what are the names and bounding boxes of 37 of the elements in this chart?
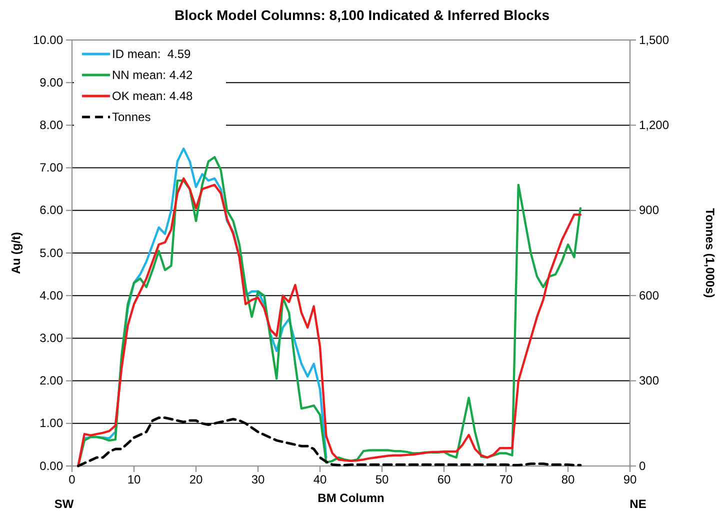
legend-label: OK mean: 4.48 <box>112 89 194 103</box>
y2-axis-title: Tonnes (1,000s) <box>703 208 717 298</box>
y-tick-label: 2.00 <box>40 374 64 388</box>
x-tick-label: 30 <box>251 472 265 487</box>
y2-tick-label: 1,200 <box>639 118 670 132</box>
x-tick-label: 20 <box>189 472 203 487</box>
y2-tick-label: 600 <box>639 288 660 302</box>
chart-title: Block Model Columns: 8,100 Indicated & Inferred Blocks <box>174 7 550 23</box>
y-tick-label: 0.00 <box>40 458 64 473</box>
x-axis-title: BM Column <box>318 491 384 505</box>
text: NE <box>630 497 646 511</box>
legend-label: NN mean: 4.42 <box>112 68 194 82</box>
y2-tick-label: 0 <box>639 458 646 473</box>
x-tick-label: 60 <box>437 472 451 487</box>
y-tick-label: 3.00 <box>40 331 64 346</box>
x-tick-label: 90 <box>623 472 637 487</box>
text: SW <box>54 497 74 511</box>
x-tick-label: 0 <box>68 472 76 487</box>
y2-tick-label: 300 <box>639 374 660 388</box>
y-tick-label: 10.00 <box>32 32 64 47</box>
x-tick-label: 80 <box>561 472 575 487</box>
y2-tick-label: 900 <box>639 203 660 218</box>
y-tick-label: 9.00 <box>40 75 64 90</box>
y-axis-title: Au (g/t) <box>9 232 23 274</box>
y-tick-label: 6.00 <box>40 203 64 218</box>
y2-tick-label: 1,500 <box>639 32 670 47</box>
x-tick-label: 10 <box>127 472 141 487</box>
x-tick-label: 70 <box>499 472 513 487</box>
y-tick-label: 5.00 <box>40 246 64 260</box>
y-tick-label: 4.00 <box>40 288 64 302</box>
y-tick-label: 1.00 <box>40 416 64 430</box>
x-tick-label: 50 <box>375 472 389 487</box>
legend-label: ID mean: 4.59 <box>112 47 192 61</box>
y-tick-label: 7.00 <box>40 160 64 175</box>
legend-label: Tonnes <box>112 110 151 124</box>
x-tick-label: 40 <box>313 472 327 487</box>
y-tick-label: 8.00 <box>40 118 64 132</box>
